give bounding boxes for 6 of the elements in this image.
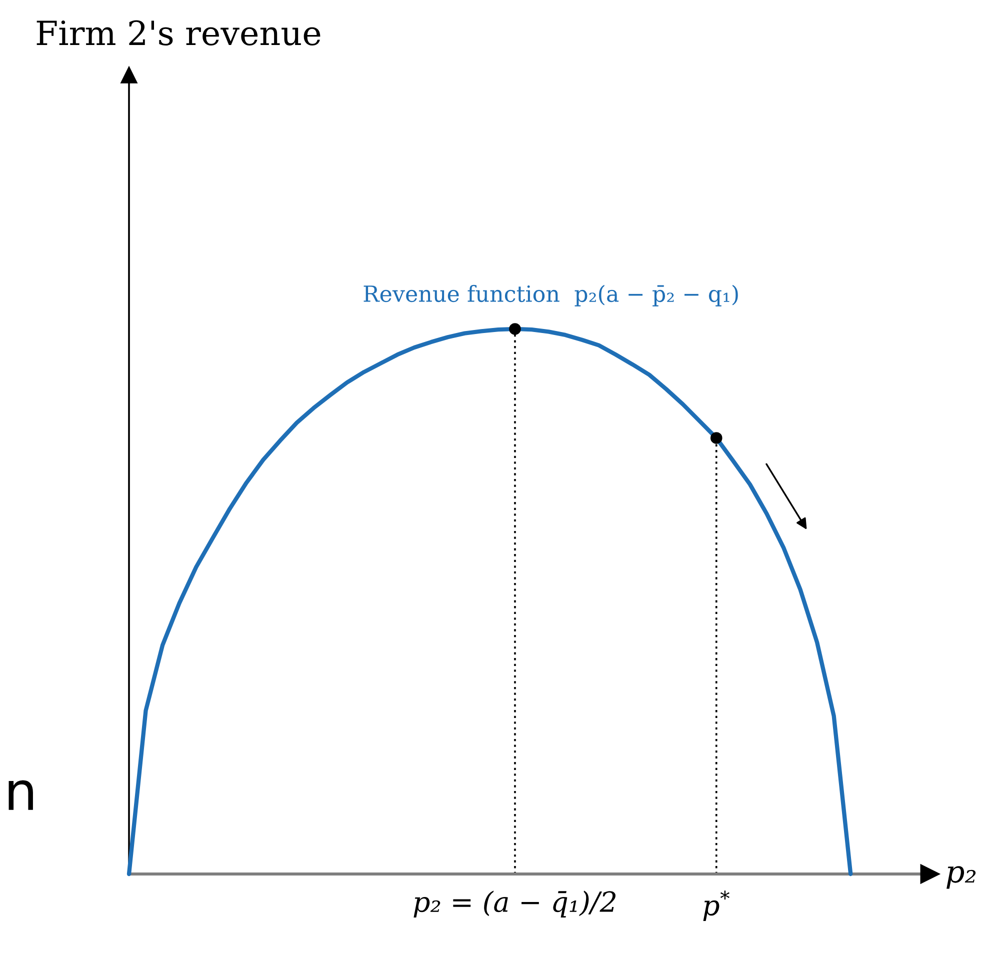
text: Firm 2's revenue [36, 20, 320, 46]
text: n [8, 780, 33, 810]
x-tick-label: p$^{*}$ [703, 890, 730, 921]
x-axis-title: p₂ [946, 866, 976, 889]
x-tick-label: p₂ = (a − q̄₁)/2 [414, 890, 616, 918]
series-label: Revenue function p₂(a − p̄₂ − q₁) [364, 284, 738, 306]
